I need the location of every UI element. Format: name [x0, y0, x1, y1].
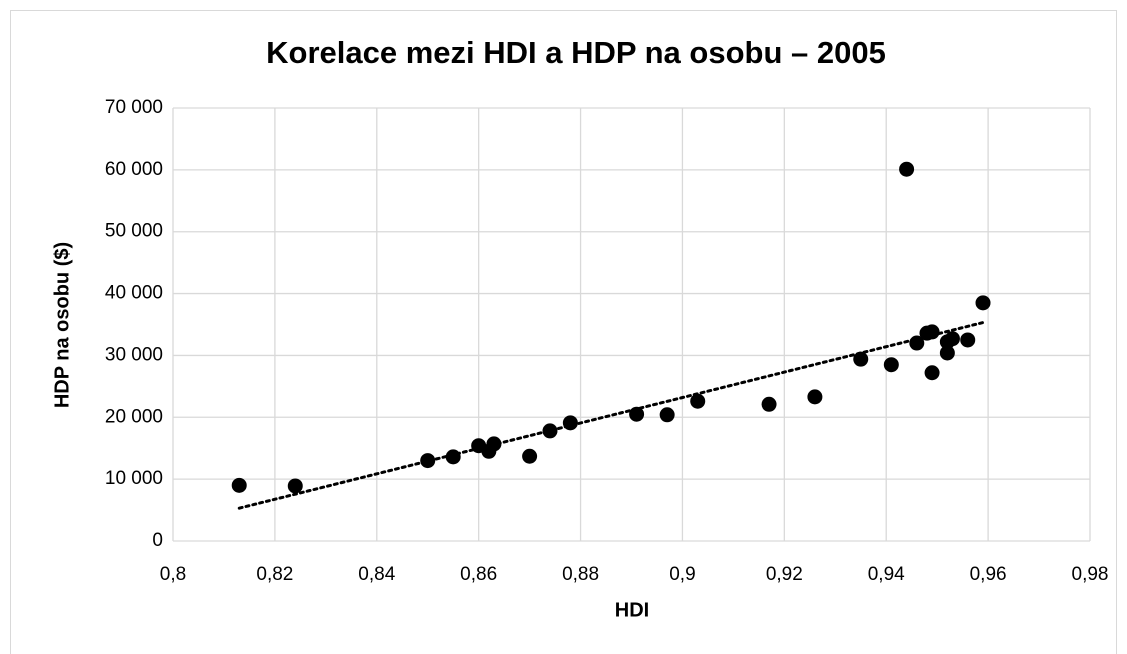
data-point [960, 332, 976, 348]
x-tick-label: 0,96 [970, 564, 1007, 585]
chart-title: Korelace mezi HDI a HDP na osobu – 2005 [266, 35, 886, 70]
data-point [690, 393, 706, 409]
x-tick-label: 0,82 [256, 564, 293, 585]
x-tick-label: 0,9 [669, 564, 695, 585]
x-tick-label: 0,86 [460, 564, 497, 585]
trendline [237, 321, 985, 510]
x-tick-label: 0,88 [562, 564, 599, 585]
data-point [445, 449, 461, 465]
chart-frame [10, 10, 1117, 654]
y-tick-label: 40 000 [105, 283, 163, 304]
data-point [659, 407, 675, 423]
y-tick-label: 0 [152, 530, 163, 551]
data-point [924, 365, 940, 381]
data-point [287, 478, 303, 494]
data-point [420, 453, 436, 469]
data-point [542, 423, 558, 439]
x-tick-label: 0,84 [358, 564, 395, 585]
x-axis-title: HDI [615, 599, 649, 621]
data-point [883, 357, 899, 373]
y-tick-label: 60 000 [105, 159, 163, 180]
data-point [975, 295, 991, 311]
data-point [231, 477, 247, 493]
data-point [944, 331, 960, 347]
y-tick-label: 70 000 [105, 97, 163, 118]
x-tick-label: 0,8 [160, 564, 186, 585]
y-tick-label: 30 000 [105, 344, 163, 365]
y-tick-label: 10 000 [105, 468, 163, 489]
data-point [761, 396, 777, 412]
data-point [939, 345, 955, 361]
data-point [899, 161, 915, 177]
data-point [807, 389, 823, 405]
x-tick-label: 0,98 [1072, 564, 1109, 585]
x-tick-label: 0,94 [868, 564, 905, 585]
x-tick-label: 0,92 [766, 564, 803, 585]
data-point [522, 448, 538, 464]
data-point [853, 351, 869, 367]
y-tick-label: 50 000 [105, 221, 163, 242]
y-axis-title: HDP na osobu ($) [51, 242, 73, 408]
y-tick-label: 20 000 [105, 406, 163, 427]
